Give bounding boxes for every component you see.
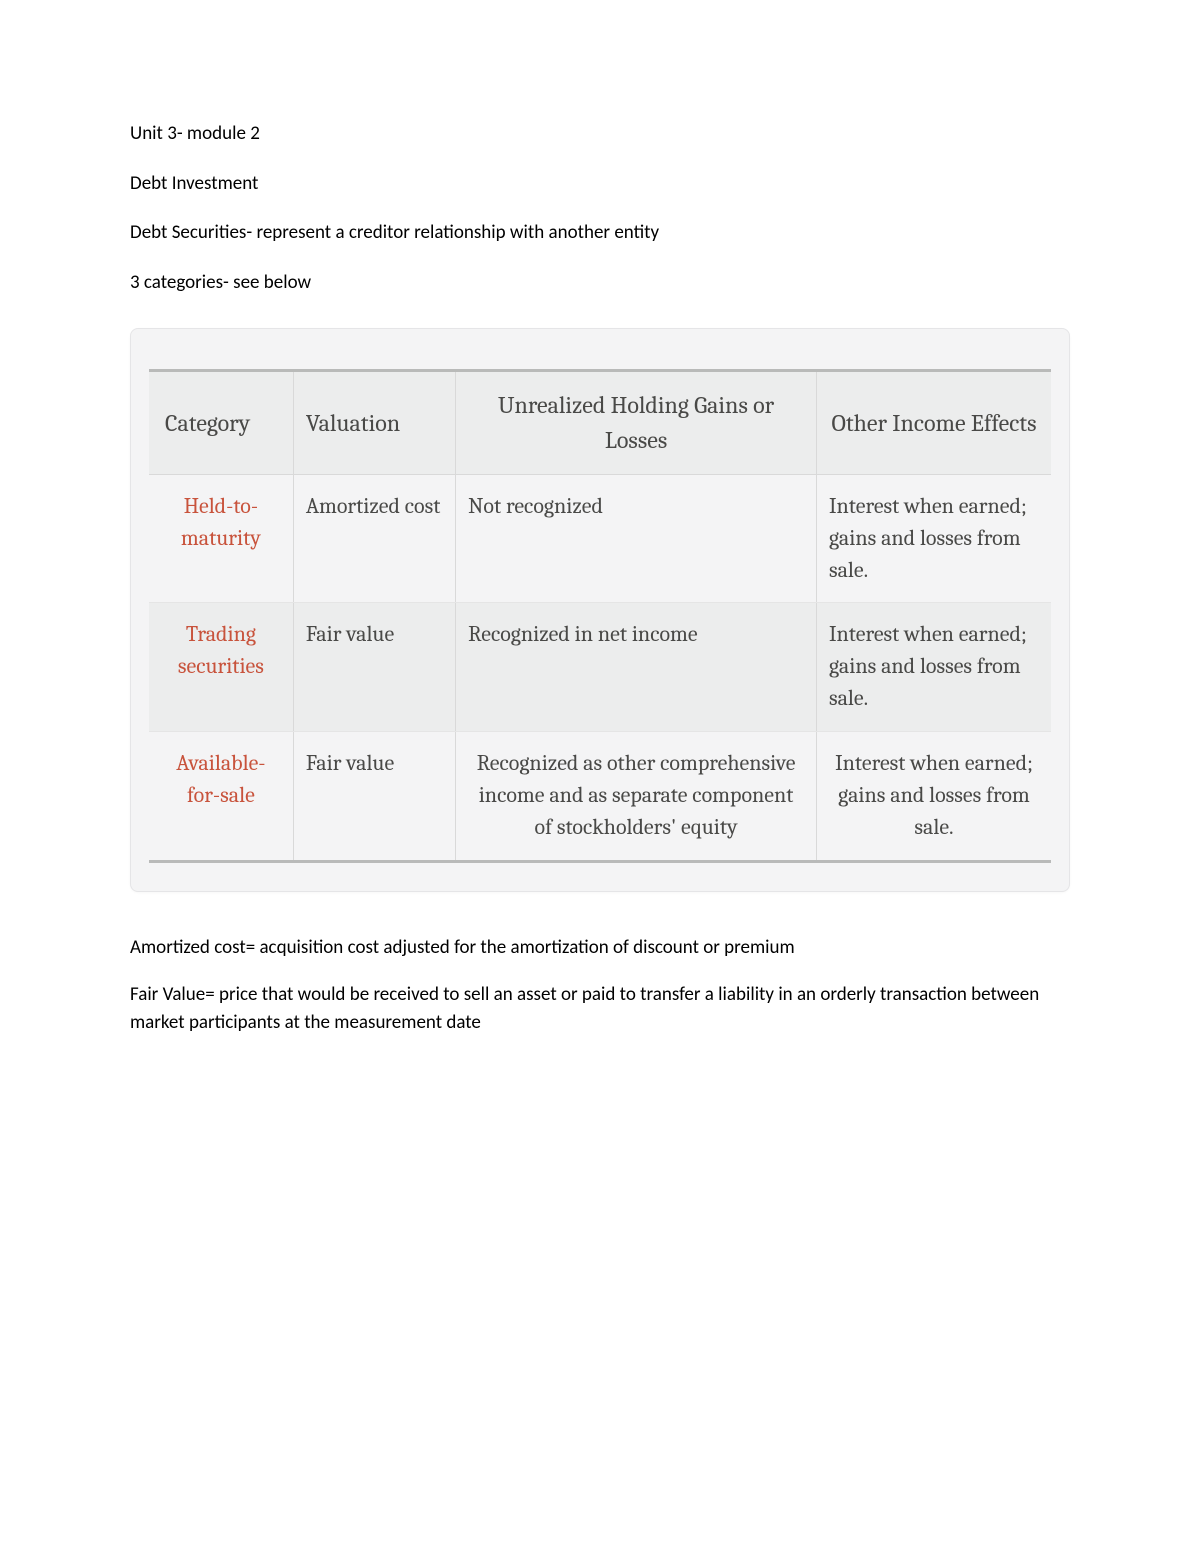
cell-other: Interest when earned; gains and losses f…	[816, 603, 1051, 732]
cell-category: Held-to-maturity	[149, 474, 293, 603]
table-row: Trading securities Fair value Recognized…	[149, 603, 1051, 732]
cell-valuation: Fair value	[293, 603, 455, 732]
table-row: Held-to-maturity Amortized cost Not reco…	[149, 474, 1051, 603]
cell-category: Available-for-sale	[149, 732, 293, 862]
cell-other: Interest when earned; gains and losses f…	[816, 732, 1051, 862]
cell-valuation: Amortized cost	[293, 474, 455, 603]
cell-unrealized: Recognized as other comprehensive income…	[456, 732, 817, 862]
definition-fair-value: Fair Value= price that would be received…	[130, 981, 1070, 1036]
definition-debt-securities: Debt Securities- represent a creditor re…	[130, 219, 1070, 247]
document-page: Unit 3- module 2 Debt Investment Debt Se…	[0, 0, 1200, 1116]
heading-topic: Debt Investment	[130, 170, 1070, 198]
col-category: Category	[149, 371, 293, 475]
cell-unrealized: Not recognized	[456, 474, 817, 603]
debt-securities-table: Category Valuation Unrealized Holding Ga…	[149, 369, 1051, 863]
definitions-block: Amortized cost= acquisition cost adjuste…	[130, 934, 1070, 1037]
cell-unrealized: Recognized in net income	[456, 603, 817, 732]
col-unrealized: Unrealized Holding Gains or Losses	[456, 371, 817, 475]
table-card: Category Valuation Unrealized Holding Ga…	[130, 328, 1070, 892]
cell-valuation: Fair value	[293, 732, 455, 862]
cell-category: Trading securities	[149, 603, 293, 732]
categories-note: 3 categories- see below	[130, 269, 1070, 297]
cell-other: Interest when earned; gains and losses f…	[816, 474, 1051, 603]
heading-unit: Unit 3- module 2	[130, 120, 1070, 148]
table-header-row: Category Valuation Unrealized Holding Ga…	[149, 371, 1051, 475]
table-row: Available-for-sale Fair value Recognized…	[149, 732, 1051, 862]
definition-amortized-cost: Amortized cost= acquisition cost adjuste…	[130, 934, 1070, 962]
col-valuation: Valuation	[293, 371, 455, 475]
col-other-income: Other Income Effects	[816, 371, 1051, 475]
